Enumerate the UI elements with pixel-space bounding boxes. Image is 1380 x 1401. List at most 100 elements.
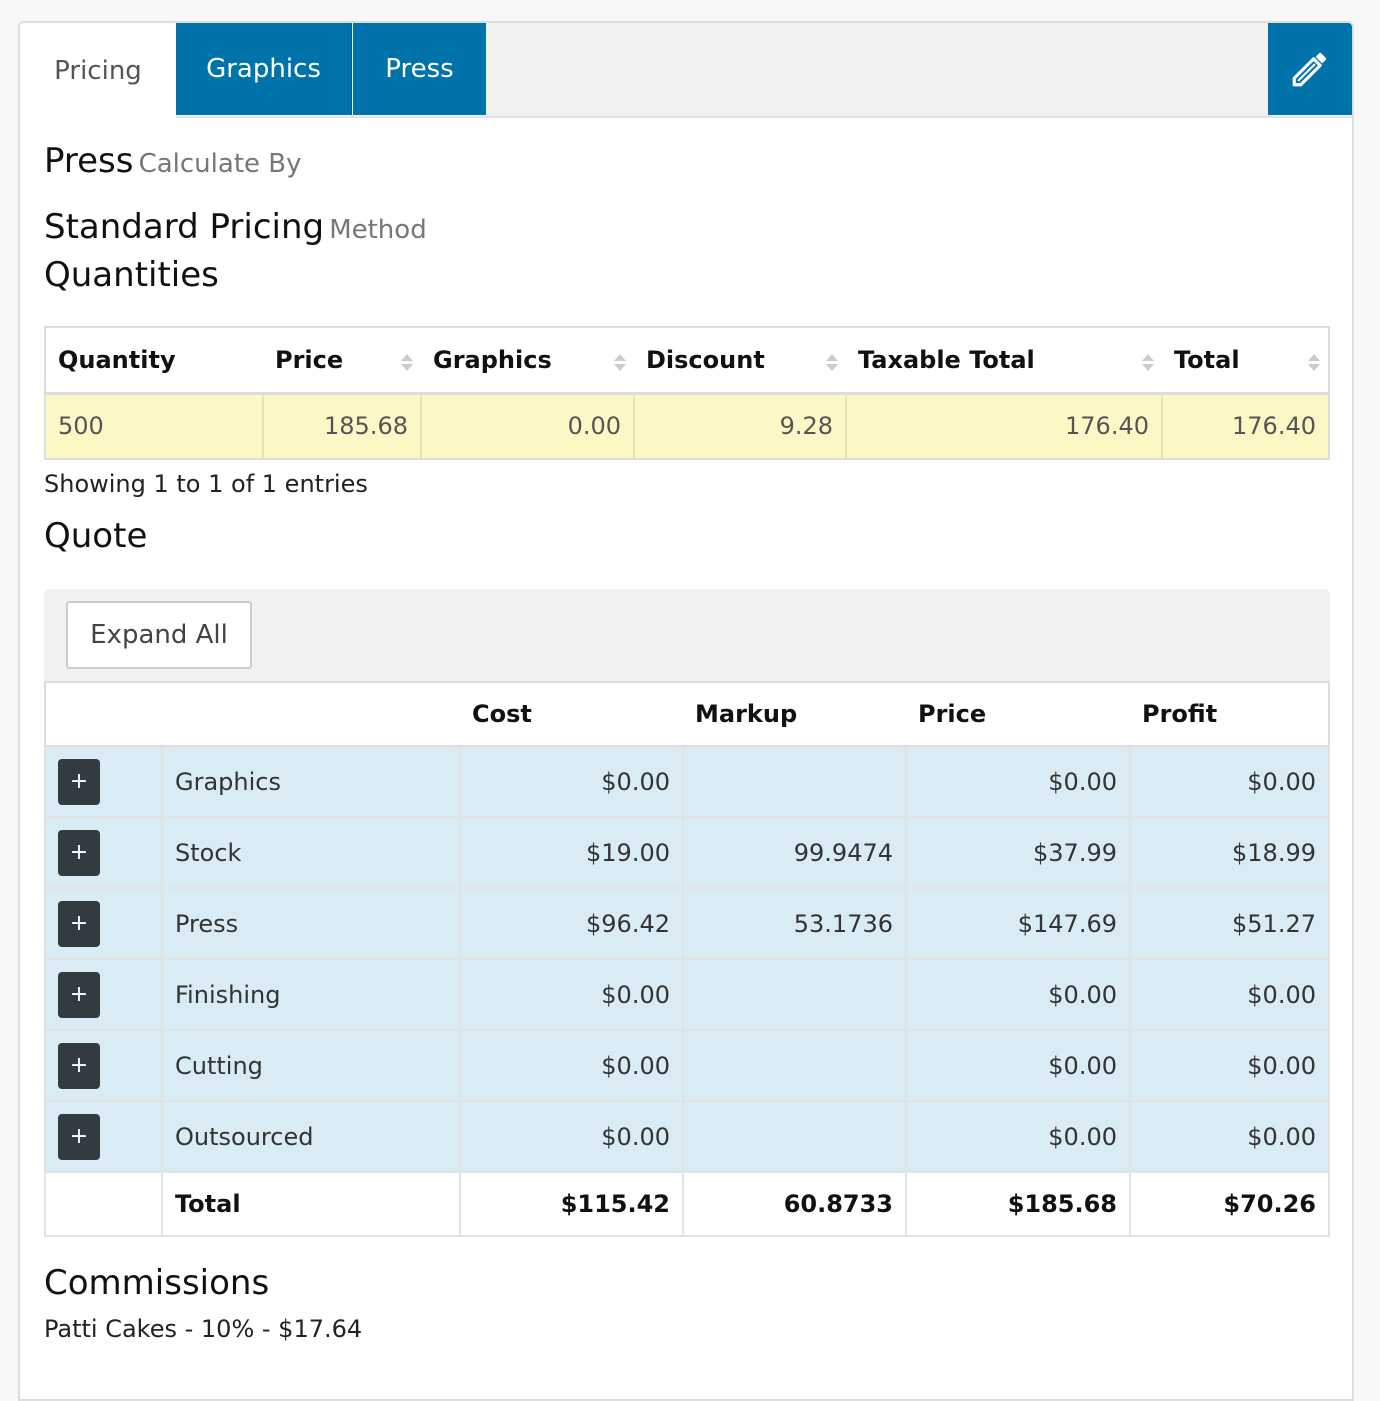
expand-row-button[interactable]: + bbox=[58, 829, 100, 876]
cell-profit: $0.00 bbox=[1129, 745, 1330, 818]
cell-price: $0.00 bbox=[905, 745, 1131, 818]
cell-price: $0.00 bbox=[905, 1029, 1131, 1102]
table-row[interactable]: 500 185.68 0.00 9.28 176.40 176.40 bbox=[45, 393, 1329, 459]
cell-markup bbox=[682, 745, 907, 818]
expander-cell: + bbox=[44, 745, 163, 818]
quantities-header-row: Quantity Price Graphics Discount Taxable… bbox=[45, 327, 1329, 395]
table-row: + Stock $19.00 99.9474 $37.99 $18.99 bbox=[44, 816, 1330, 889]
method-title: Standard Pricing bbox=[44, 207, 325, 247]
cell-price: $0.00 bbox=[905, 958, 1131, 1031]
col-cost: Cost bbox=[460, 682, 683, 747]
cell-markup bbox=[682, 1100, 907, 1173]
table-row: + Finishing $0.00 $0.00 $0.00 bbox=[44, 958, 1330, 1031]
cell-total: 176.40 bbox=[1162, 393, 1329, 459]
total-cost: $115.42 bbox=[459, 1171, 684, 1237]
item-name: Graphics bbox=[161, 745, 461, 818]
total-profit: $70.26 bbox=[1129, 1171, 1330, 1237]
col-item bbox=[162, 682, 460, 747]
expander-cell: + bbox=[44, 1100, 163, 1173]
cell-markup: 99.9474 bbox=[682, 816, 907, 889]
expander-cell bbox=[44, 1171, 163, 1237]
calculate-by-label: Calculate By bbox=[138, 149, 302, 179]
cell-taxable-total: 176.40 bbox=[846, 393, 1163, 459]
cell-profit: $0.00 bbox=[1129, 958, 1330, 1031]
cell-profit: $0.00 bbox=[1129, 1100, 1330, 1173]
col-price[interactable]: Price bbox=[263, 327, 421, 395]
sort-icon bbox=[401, 354, 413, 372]
cell-cost: $0.00 bbox=[459, 958, 684, 1031]
quote-heading: Quote bbox=[44, 516, 148, 556]
col-markup: Markup bbox=[683, 682, 906, 747]
col-discount[interactable]: Discount bbox=[634, 327, 846, 395]
total-markup: 60.8733 bbox=[682, 1171, 907, 1237]
item-name: Stock bbox=[161, 816, 461, 889]
table-row: + Press $96.42 53.1736 $147.69 $51.27 bbox=[44, 887, 1330, 960]
cell-cost: $96.42 bbox=[459, 887, 684, 960]
edit-button[interactable] bbox=[1268, 23, 1352, 115]
col-quantity[interactable]: Quantity bbox=[45, 327, 263, 395]
quantities-table: Quantity Price Graphics Discount Taxable… bbox=[44, 326, 1330, 460]
cell-discount: 9.28 bbox=[634, 393, 847, 459]
total-label: Total bbox=[161, 1171, 461, 1237]
cell-cost: $0.00 bbox=[459, 745, 684, 818]
table-row: + Cutting $0.00 $0.00 $0.00 bbox=[44, 1029, 1330, 1102]
tab-press[interactable]: Press bbox=[353, 23, 486, 115]
cell-quantity: 500 bbox=[45, 393, 264, 459]
cell-profit: $18.99 bbox=[1129, 816, 1330, 889]
commission-entry: Patti Cakes - 10% - $17.64 bbox=[44, 1315, 363, 1343]
col-expander bbox=[45, 682, 162, 747]
expand-row-button[interactable]: + bbox=[58, 1113, 100, 1160]
method-label: Method bbox=[329, 215, 427, 245]
item-name: Finishing bbox=[161, 958, 461, 1031]
item-name: Outsourced bbox=[161, 1100, 461, 1173]
tab-bar: Pricing Graphics Press bbox=[20, 23, 1352, 118]
tab-pricing[interactable]: Pricing bbox=[20, 23, 176, 118]
cell-profit: $0.00 bbox=[1129, 1029, 1330, 1102]
expand-row-button[interactable]: + bbox=[58, 900, 100, 947]
pricing-panel: Pricing Graphics Press Press Calculate B… bbox=[18, 21, 1354, 1401]
expand-row-button[interactable]: + bbox=[58, 1042, 100, 1089]
col-profit: Profit bbox=[1130, 682, 1329, 747]
sort-icon bbox=[826, 354, 838, 372]
sort-icon bbox=[614, 354, 626, 372]
expander-cell: + bbox=[44, 887, 163, 960]
expand-row-button[interactable]: + bbox=[58, 758, 100, 805]
cell-cost: $0.00 bbox=[459, 1029, 684, 1102]
cell-profit: $51.27 bbox=[1129, 887, 1330, 960]
cell-markup: 53.1736 bbox=[682, 887, 907, 960]
col-graphics[interactable]: Graphics bbox=[421, 327, 634, 395]
cell-cost: $19.00 bbox=[459, 816, 684, 889]
sort-icon bbox=[1308, 354, 1320, 372]
expand-row-button[interactable]: + bbox=[58, 971, 100, 1018]
cell-price: $147.69 bbox=[905, 887, 1131, 960]
expand-all-button[interactable]: Expand All bbox=[66, 601, 252, 669]
col-price: Price bbox=[906, 682, 1130, 747]
cell-price: $0.00 bbox=[905, 1100, 1131, 1173]
sort-icon bbox=[1142, 354, 1154, 372]
press-heading: Press Calculate By bbox=[44, 141, 302, 181]
commissions-heading: Commissions bbox=[44, 1263, 270, 1303]
tab-graphics[interactable]: Graphics bbox=[176, 23, 352, 115]
cell-price: $37.99 bbox=[905, 816, 1131, 889]
quote-toolbar: Expand All bbox=[44, 589, 1330, 683]
item-name: Cutting bbox=[161, 1029, 461, 1102]
cell-price: 185.68 bbox=[263, 393, 422, 459]
press-title: Press bbox=[44, 141, 134, 181]
total-row: Total $115.42 60.8733 $185.68 $70.26 bbox=[44, 1171, 1330, 1237]
item-name: Press bbox=[161, 887, 461, 960]
table-row: + Graphics $0.00 $0.00 $0.00 bbox=[44, 745, 1330, 818]
quote-table: Cost Markup Price Profit + Graphics $0.00 $… bbox=[44, 681, 1330, 1237]
pencil-icon bbox=[1292, 53, 1326, 87]
col-taxable-total[interactable]: Taxable Total bbox=[846, 327, 1162, 395]
quantities-heading: Quantities bbox=[44, 255, 219, 295]
expander-cell: + bbox=[44, 816, 163, 889]
expander-cell: + bbox=[44, 958, 163, 1031]
entries-info: Showing 1 to 1 of 1 entries bbox=[44, 470, 368, 498]
col-total[interactable]: Total bbox=[1162, 327, 1329, 395]
quote-header-row: Cost Markup Price Profit bbox=[45, 682, 1329, 747]
expander-cell: + bbox=[44, 1029, 163, 1102]
cell-markup bbox=[682, 1029, 907, 1102]
table-row: + Outsourced $0.00 $0.00 $0.00 bbox=[44, 1100, 1330, 1173]
cell-graphics: 0.00 bbox=[421, 393, 635, 459]
cell-cost: $0.00 bbox=[459, 1100, 684, 1173]
